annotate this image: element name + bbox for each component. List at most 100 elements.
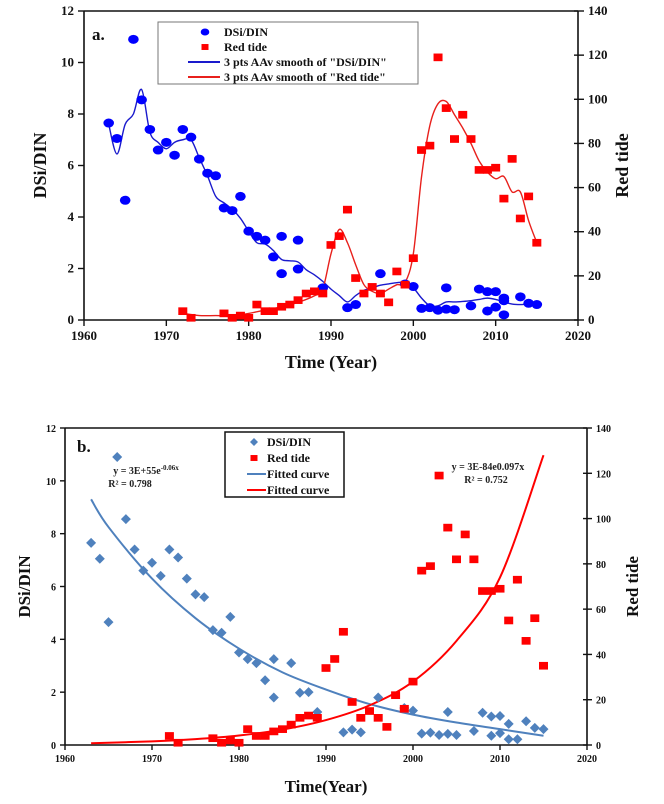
dsi-din-point — [416, 728, 427, 739]
x-tick-label: 1990 — [318, 328, 344, 343]
y2-tick-label: 60 — [596, 605, 606, 616]
red-tide-point — [338, 627, 348, 636]
dsi-din-point — [342, 303, 353, 313]
dsi-din-point — [432, 305, 444, 315]
red-tide-point — [359, 289, 369, 298]
dsi-din-point — [490, 302, 501, 312]
dsi-din-point — [251, 658, 262, 669]
dsi-din-point — [169, 150, 180, 160]
red-tide-point — [243, 725, 253, 733]
red-tide-point — [482, 166, 492, 174]
red-tide-point — [310, 287, 320, 296]
legend-label: Fitted curve — [267, 483, 330, 497]
red-tide-point — [443, 523, 453, 532]
red-tide-point — [530, 614, 540, 623]
legend-marker-swatch — [250, 455, 258, 461]
dsi-din-point — [173, 552, 184, 563]
dsi-din-point — [86, 537, 97, 548]
dsi-din-point — [531, 300, 543, 310]
dsi-din-point — [94, 553, 105, 564]
dsi-din-point — [515, 292, 526, 302]
x-tick-label: 2000 — [400, 328, 426, 343]
dsi-din-point — [119, 195, 131, 205]
red-tide-point — [425, 562, 435, 570]
legend-label: DSi/DIN — [267, 435, 311, 449]
dsi-din-point — [451, 729, 462, 740]
x-tick-label: 1970 — [142, 754, 162, 765]
y2-tick-label: 100 — [588, 91, 608, 106]
red-tide-point — [326, 241, 336, 249]
y-tick-label: 8 — [51, 530, 56, 541]
panel-a-chart: 1960 1970 1980 1990 2000 2010 2020024681012020… — [30, 3, 632, 373]
dsi-din-point — [136, 95, 147, 105]
dsi-din-point — [251, 231, 263, 241]
dsi-din-point — [103, 118, 114, 128]
y2-tick-label: 140 — [588, 3, 608, 18]
dsi-din-point — [181, 573, 192, 584]
red-tide-point — [268, 307, 278, 315]
red-tide-point — [260, 732, 270, 740]
y-tick-label: 10 — [61, 55, 74, 70]
legend-label: 3 pts AAv smooth of "Red tide" — [224, 70, 386, 84]
red-tide-point — [524, 192, 534, 201]
y2-tick-label: 40 — [588, 224, 601, 239]
red-tide-point — [433, 53, 443, 62]
dsi-din-point — [193, 154, 205, 164]
dsi-din-point — [408, 705, 418, 716]
dsi-din-point — [498, 310, 510, 320]
y2-axis-title: Red tide — [612, 133, 632, 198]
dsi-din-point — [128, 34, 139, 44]
dsi-din-point — [442, 728, 453, 739]
y-tick-label: 4 — [68, 209, 75, 224]
red-tide-point — [286, 720, 296, 729]
red-tide-fit-annotation: R² = 0.752 — [464, 475, 507, 486]
red-tide-point — [178, 307, 188, 315]
red-tide-point — [408, 677, 418, 686]
x-tick-label: 2000 — [403, 754, 423, 765]
dsi-din-point — [260, 675, 271, 686]
red-tide-point — [173, 738, 183, 747]
dsi-din-point — [425, 727, 436, 738]
x-tick-label: 1990 — [316, 754, 336, 765]
dsi-din-point — [424, 303, 436, 313]
y2-tick-label: 120 — [596, 469, 611, 480]
dsi-din-point — [512, 734, 523, 745]
dsi-din-point — [350, 300, 362, 310]
red-tide-point — [356, 714, 366, 722]
y2-tick-label: 20 — [588, 268, 601, 283]
red-tide-point — [417, 566, 427, 575]
y-tick-label: 6 — [68, 158, 75, 173]
dsi-din-point — [294, 687, 305, 698]
red-tide-point — [491, 163, 501, 172]
dsi-din-point — [434, 729, 445, 740]
y2-tick-label: 120 — [588, 47, 608, 62]
red-tide-point — [234, 738, 244, 747]
red-tide-point — [441, 104, 451, 112]
legend-marker-swatch — [250, 438, 258, 446]
y2-tick-label: 0 — [596, 741, 601, 752]
dsi-din-point — [486, 730, 497, 741]
x-axis-title: Time(Year) — [285, 777, 368, 796]
red-tide-fit-annotation: y = 3E-84e0.097x — [452, 462, 525, 473]
dsi-din-point — [216, 627, 227, 638]
y2-tick-label: 100 — [596, 515, 611, 526]
red-tide-point — [504, 616, 514, 625]
dsi-din-point — [268, 654, 279, 665]
red-tide-point — [164, 732, 174, 740]
dsi-din-point — [268, 692, 279, 703]
red-tide-point — [208, 734, 218, 743]
y-tick-label: 2 — [51, 688, 56, 699]
red-tide-point — [539, 661, 548, 670]
red-tide-point — [269, 727, 279, 736]
dsi-din-point — [442, 706, 453, 717]
annotation-text: R² = 0.798 — [108, 479, 151, 490]
red-tide-point — [365, 707, 374, 715]
x-tick-label: 2020 — [565, 328, 591, 343]
red-tide-point — [277, 302, 287, 311]
dsi-din-point — [259, 235, 271, 245]
x-tick-label: 1980 — [236, 328, 262, 343]
red-tide-point — [382, 723, 392, 731]
dsi-din-point — [286, 658, 297, 669]
dsi-din-point — [373, 692, 384, 703]
